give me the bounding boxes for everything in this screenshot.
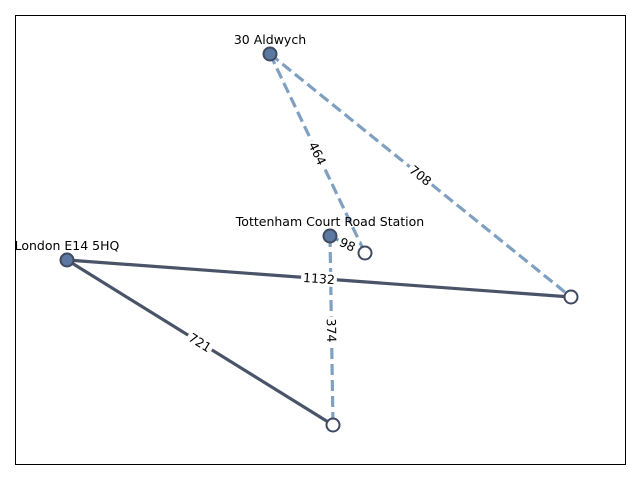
edge-label-background: [335, 233, 360, 256]
edge-label-background: [323, 316, 340, 345]
node-label-e14: London E14 5HQ: [15, 238, 120, 253]
edges-layer: [66, 52, 573, 427]
edge-label-group: 1132: [300, 269, 338, 288]
node-n_bottom: [325, 417, 341, 433]
edge-label-background: [184, 328, 216, 357]
edge-label-background: [304, 137, 331, 170]
node-label-tcr: Tottenham Court Road Station: [235, 214, 424, 229]
node-tcr: [322, 228, 338, 244]
node-e14: [59, 252, 75, 268]
edge-label: 1132: [303, 270, 336, 287]
node-aldwych: [262, 46, 278, 62]
edge-label: 374: [324, 318, 339, 342]
edge-label-group: 374: [323, 316, 340, 345]
node-labels-layer: 30 Aldwych Tottenham Court Road Station Lo…: [15, 32, 425, 253]
node-n_mid: [357, 245, 373, 261]
edge-label-background: [300, 269, 338, 288]
edge-label-background: [404, 160, 437, 191]
plot-frame: [15, 15, 626, 465]
edge-label-group: 98: [335, 233, 360, 256]
node-label-aldwych: 30 Aldwych: [234, 32, 306, 47]
edge-aldwych-n_mid: [268, 53, 367, 254]
edge-label-group: 464: [304, 137, 331, 170]
nodes-layer: [59, 46, 579, 433]
node-n_right: [563, 289, 579, 305]
edge-label: 98: [337, 234, 358, 254]
edge-label-group: 721: [184, 328, 216, 357]
